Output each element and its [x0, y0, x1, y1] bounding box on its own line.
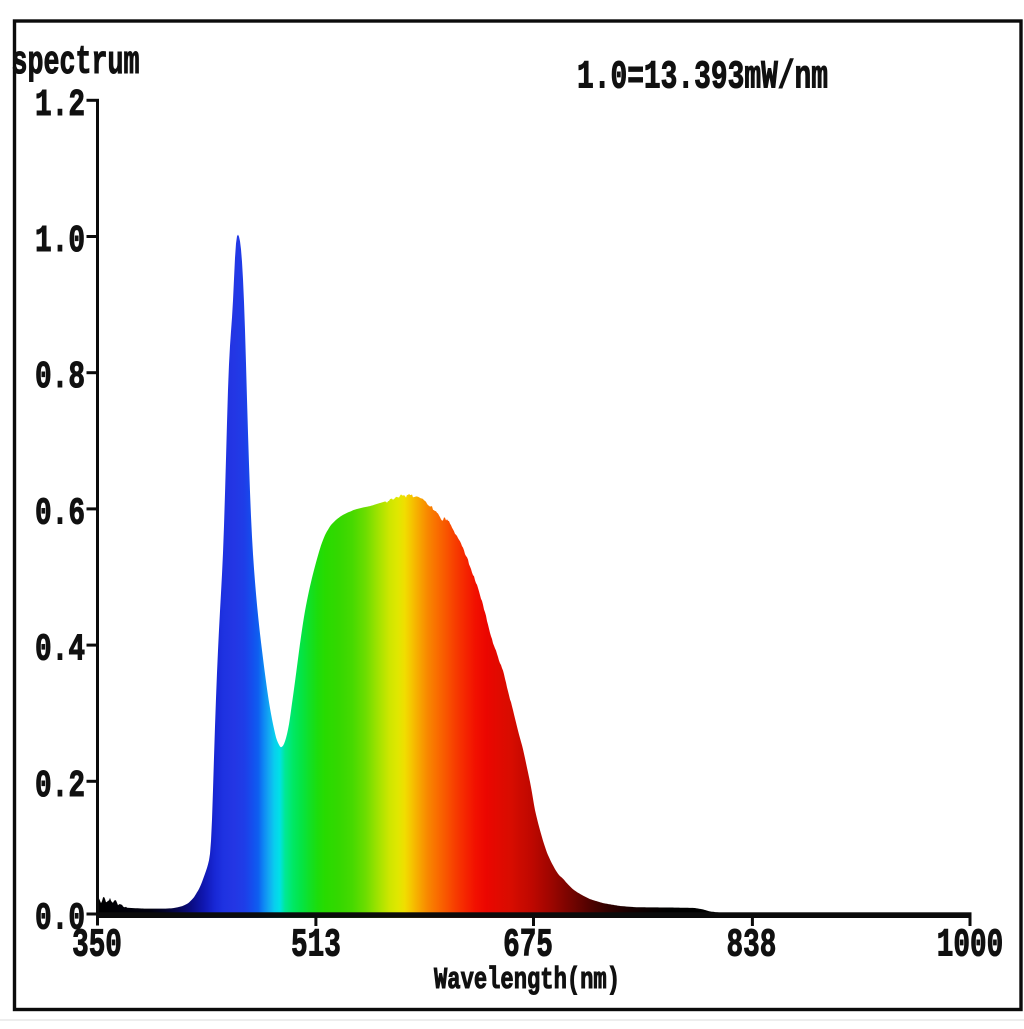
svg-text:1.0=13.393mW/nm: 1.0=13.393mW/nm	[577, 56, 828, 101]
svg-text:350: 350	[72, 924, 122, 969]
svg-text:Wavelength(nm): Wavelength(nm)	[434, 963, 620, 998]
svg-text:675: 675	[503, 924, 553, 969]
svg-text:1.0: 1.0	[35, 220, 85, 263]
svg-text:1.2: 1.2	[35, 84, 85, 127]
svg-text:0.8: 0.8	[35, 356, 85, 399]
svg-text:0.6: 0.6	[35, 492, 85, 535]
svg-text:513: 513	[291, 924, 341, 969]
svg-text:0.4: 0.4	[35, 629, 85, 672]
svg-text:838: 838	[727, 924, 777, 969]
svg-text:spectrum: spectrum	[12, 41, 140, 86]
svg-text:0.2: 0.2	[35, 765, 85, 808]
svg-text:1000: 1000	[937, 924, 1003, 969]
svg-text:0.0: 0.0	[35, 898, 85, 941]
